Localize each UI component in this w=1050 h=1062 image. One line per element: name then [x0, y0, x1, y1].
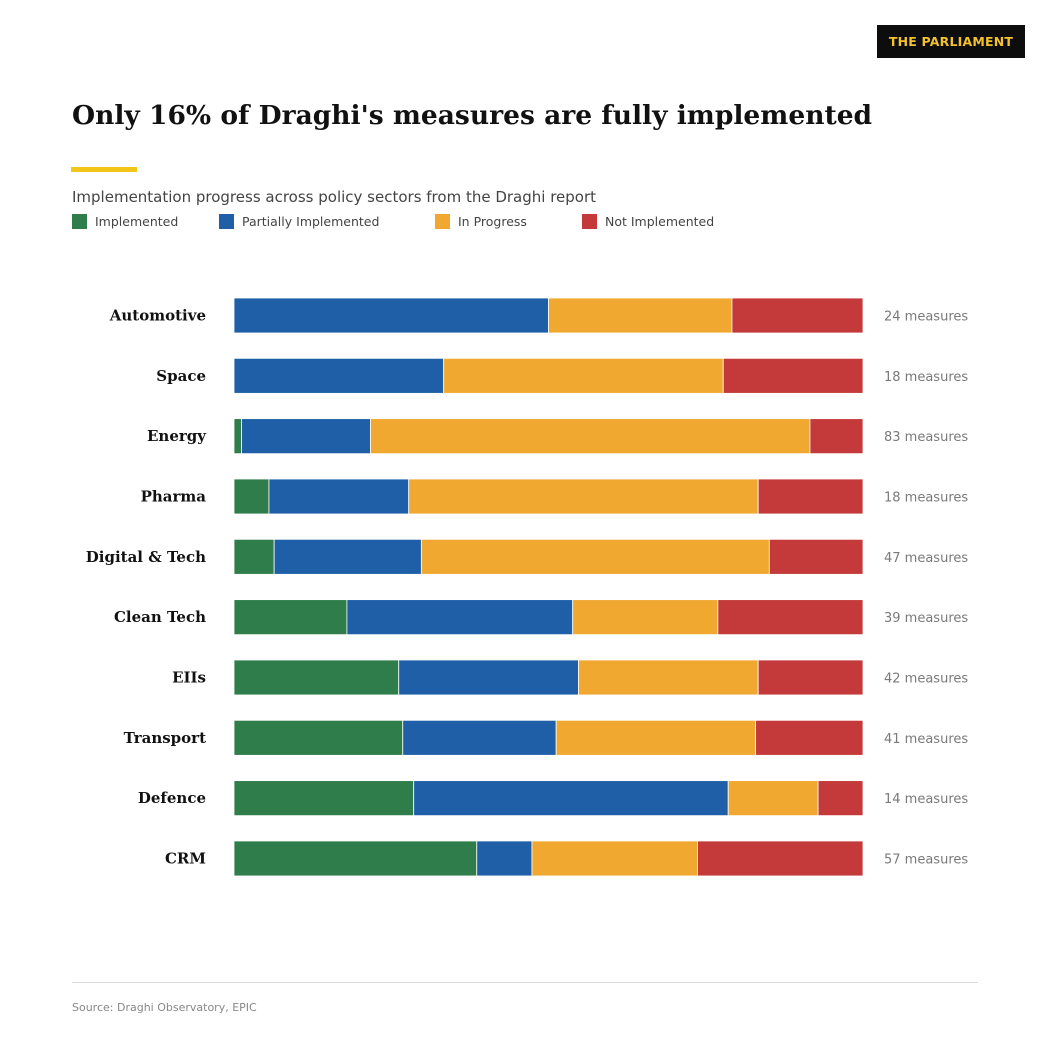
bar-row: Defence 14 measures: [138, 780, 968, 817]
legend-item: Partially Implemented: [219, 214, 379, 229]
measure-count-label: 41 measures: [884, 732, 968, 747]
category-label: Pharma: [141, 487, 207, 505]
bar-segment: [370, 418, 811, 455]
chart-legend: Implemented Partially Implemented In Progr…: [72, 214, 772, 232]
category-label: CRM: [165, 849, 206, 867]
category-label: Clean Tech: [114, 608, 206, 626]
bar-segment: [757, 478, 864, 515]
bar-row: Space 18 measures: [156, 357, 968, 394]
legend-label: Implemented: [95, 214, 179, 229]
category-label: Transport: [124, 729, 206, 747]
bar-segment: [548, 297, 733, 334]
bar-segment: [402, 719, 557, 756]
chart-title: Only 16% of Draghi's measures are fully …: [72, 100, 873, 131]
bar-segment: [578, 659, 759, 696]
legend-label: Not Implemented: [605, 214, 715, 229]
legend-item: Not Implemented: [582, 214, 714, 229]
bar-segment: [755, 719, 864, 756]
legend-item: Implemented: [72, 214, 178, 229]
legend-swatch: [72, 214, 87, 229]
category-label: Energy: [147, 427, 207, 445]
bar-segment: [233, 418, 242, 455]
bar-segment: [398, 659, 579, 696]
measure-count-label: 83 measures: [884, 430, 968, 445]
measure-count-label: 24 measures: [884, 310, 968, 325]
bar-row: Digital & Tech 47 measures: [86, 538, 968, 575]
bar-segment: [273, 538, 422, 575]
bar-segment: [531, 840, 698, 877]
measure-count-label: 18 measures: [884, 370, 968, 385]
bar-segment: [233, 297, 549, 334]
bar-segment: [233, 357, 445, 394]
bar-segment: [233, 538, 275, 575]
bar-segment: [233, 780, 415, 817]
bar-row: Energy 83 measures: [147, 418, 968, 455]
bar-segment: [408, 478, 759, 515]
legend-label: Partially Implemented: [242, 214, 380, 229]
bar-segment: [757, 659, 864, 696]
bar-segment: [722, 357, 864, 394]
bar-segment: [233, 659, 400, 696]
bar-segment: [420, 538, 770, 575]
bar-segment: [346, 599, 574, 636]
measure-count-label: 39 measures: [884, 611, 968, 626]
bar-row: EIIs 42 measures: [172, 659, 968, 696]
legend-label: In Progress: [458, 214, 527, 229]
legend-swatch: [582, 214, 597, 229]
category-label: Digital & Tech: [86, 548, 206, 566]
category-label: Defence: [138, 789, 206, 807]
bar-segment: [476, 840, 533, 877]
footer-divider: [72, 982, 978, 983]
bar-segment: [731, 297, 864, 334]
legend-item: In Progress: [435, 214, 527, 229]
bar-segment: [697, 840, 864, 877]
source-note: Source: Draghi Observatory, EPIC: [72, 1001, 257, 1014]
measure-count-label: 57 measures: [884, 852, 968, 867]
category-label: Automotive: [109, 307, 206, 325]
bar-segment: [717, 599, 864, 636]
title-accent-bar: [71, 167, 137, 172]
bar-row: Automotive 24 measures: [109, 297, 968, 334]
legend-swatch: [219, 214, 234, 229]
bar-segment: [233, 840, 478, 877]
bar-segment: [555, 719, 757, 756]
bar-segment: [809, 418, 864, 455]
bar-row: Transport 41 measures: [124, 719, 968, 756]
bar-segment: [413, 780, 729, 817]
bar-segment: [233, 599, 348, 636]
brand-label: THE PARLIAMENT: [888, 34, 1014, 49]
bar-segment: [768, 538, 864, 575]
bar-segment: [233, 478, 270, 515]
category-label: EIIs: [172, 668, 206, 686]
bar-segment: [268, 478, 410, 515]
bar-segment: [572, 599, 719, 636]
bar-segment: [727, 780, 819, 817]
bar-segment: [241, 418, 371, 455]
measure-count-label: 47 measures: [884, 551, 968, 566]
measure-count-label: 18 measures: [884, 490, 968, 505]
bar-row: Pharma 18 measures: [141, 478, 968, 515]
measure-count-label: 42 measures: [884, 671, 968, 686]
bar-row: CRM 57 measures: [165, 840, 968, 877]
bar-row: Clean Tech 39 measures: [114, 599, 968, 636]
bar-segment: [233, 719, 404, 756]
category-label: Space: [156, 367, 206, 385]
legend-swatch: [435, 214, 450, 229]
bar-segment: [817, 780, 864, 817]
brand-logo: THE PARLIAMENT: [877, 25, 1025, 58]
measure-count-label: 14 measures: [884, 792, 968, 807]
chart-subtitle: Implementation progress across policy se…: [72, 188, 597, 206]
bar-segment: [443, 357, 724, 394]
